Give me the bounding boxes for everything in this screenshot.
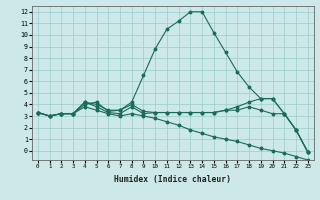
X-axis label: Humidex (Indice chaleur): Humidex (Indice chaleur) [114, 175, 231, 184]
